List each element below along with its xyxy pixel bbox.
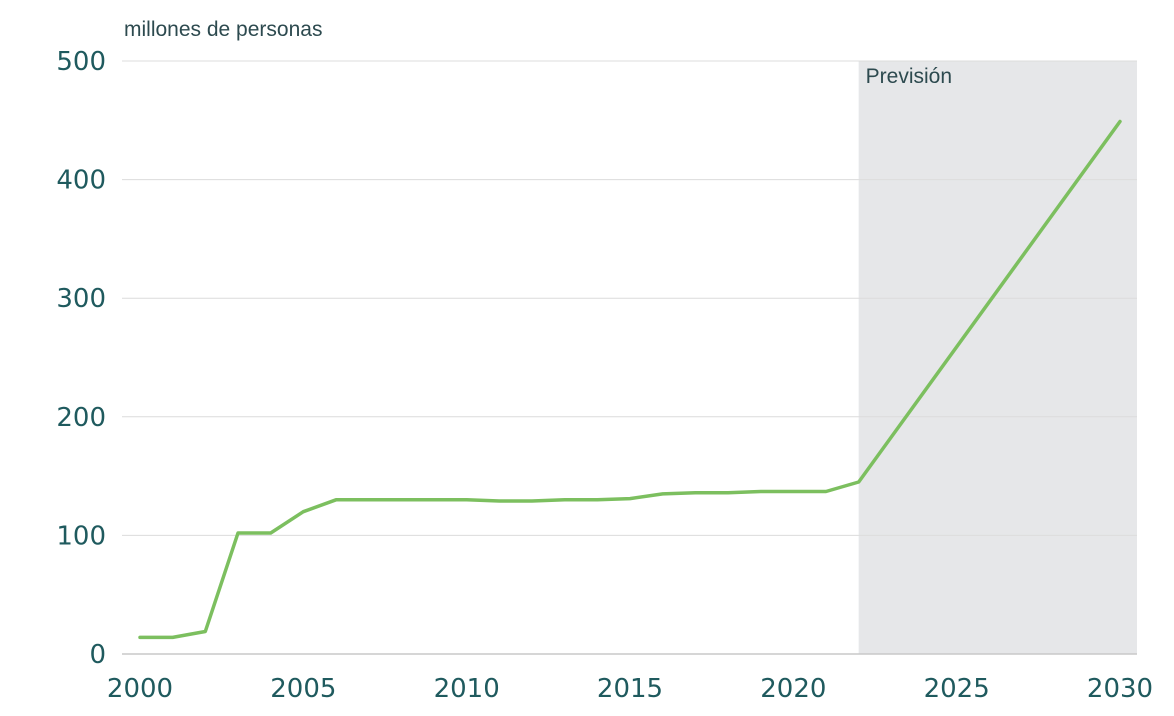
x-tick-label: 2020 (760, 674, 826, 704)
series-line (138, 119, 1122, 640)
forecast-band (858, 61, 1137, 654)
y-axis-unit-label: millones de personas (124, 18, 322, 41)
y-axis: 0 100 200 300 400 500 (56, 47, 106, 670)
x-tick-label: 2005 (270, 674, 336, 704)
x-tick-label: 2010 (434, 674, 500, 704)
series-layer (138, 119, 1122, 640)
y-tick-label: 400 (56, 166, 106, 196)
x-tick-label: 2025 (924, 674, 990, 704)
y-tick-label: 300 (56, 284, 106, 314)
forecast-label: Previsión (866, 65, 952, 88)
y-tick-label: 500 (56, 47, 106, 77)
x-tick-label: 2015 (597, 674, 663, 704)
grid-lines (122, 60, 1137, 655)
x-tick-label: 2000 (107, 674, 173, 704)
x-tick-label: 2030 (1087, 674, 1153, 704)
y-tick-label: 100 (56, 521, 106, 551)
y-tick-label: 200 (56, 403, 106, 433)
y-tick-label: 0 (89, 640, 106, 670)
x-axis: 2000 2005 2010 2015 2020 2025 2030 (107, 674, 1153, 704)
